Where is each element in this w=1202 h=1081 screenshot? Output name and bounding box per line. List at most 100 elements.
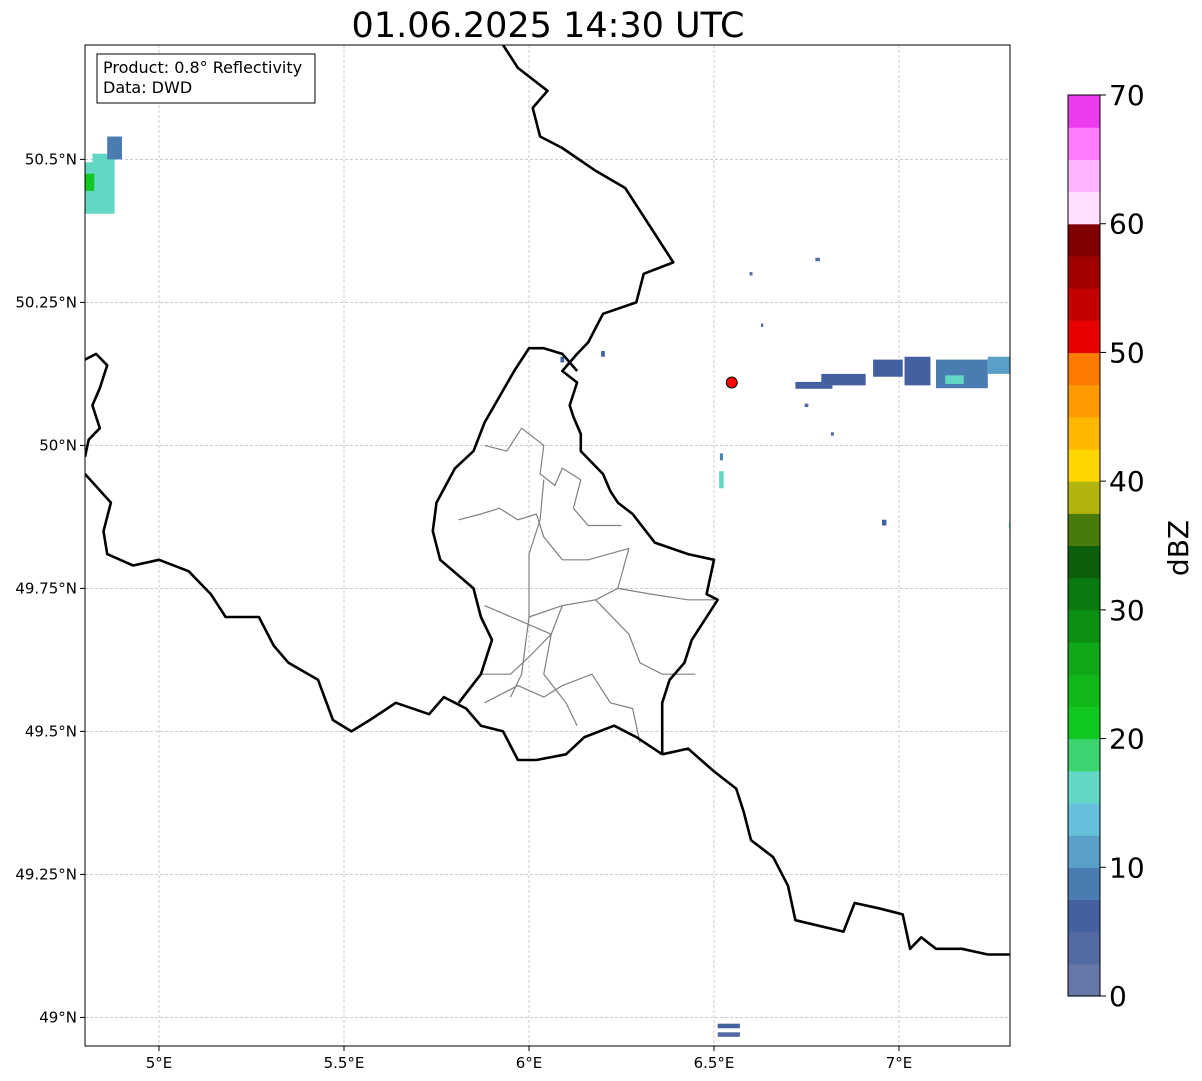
colorbar-frame (1067, 94, 1101, 997)
colorbar-segment (1068, 899, 1100, 933)
y-tick-label: 49.5°N (25, 722, 77, 740)
colorbar-tick-label: 10 (1109, 851, 1145, 884)
product-label: Product: 0.8° Reflectivity (103, 58, 302, 77)
y-tick-label: 49.75°N (15, 579, 77, 597)
y-tick-label: 50.5°N (25, 150, 77, 168)
radar-echo (1008, 522, 1010, 529)
radar-echo (795, 381, 833, 389)
colorbar-segment (1068, 448, 1100, 482)
canton-borders (458, 427, 714, 743)
colorbar-segment (1068, 738, 1100, 772)
data-source-label: Data: DWD (103, 78, 192, 97)
radar-echo (560, 356, 565, 363)
radar-echo (830, 432, 834, 436)
radar-echo (821, 373, 866, 386)
radar-echo (749, 272, 753, 276)
colorbar-segment (1068, 127, 1100, 160)
colorbar-tick-label: 40 (1109, 465, 1145, 498)
canton-border (484, 427, 582, 487)
canton-border (572, 479, 622, 527)
colorbar-segment (1068, 706, 1100, 740)
canton-border (543, 634, 578, 726)
radar-site-marker[interactable] (725, 376, 738, 389)
country-border (431, 346, 579, 704)
x-tick-label: 7°E (886, 1054, 913, 1072)
colorbar-segment (1068, 867, 1100, 901)
info-box-frame (96, 53, 316, 104)
colorbar-tick-label: 0 (1109, 980, 1127, 1013)
country-border (85, 352, 109, 458)
colorbar-segment (1068, 513, 1100, 547)
radar-echo (936, 359, 988, 389)
radar-echo (719, 453, 723, 461)
colorbar-segment (1068, 191, 1100, 225)
colorbar-ticks: 0 10 20 30 40 50 60 70 (1100, 79, 1145, 1013)
colorbar-segment (1068, 931, 1100, 965)
country-border (502, 45, 720, 755)
colorbar-segment (1068, 320, 1100, 354)
radar-echo (717, 1023, 740, 1029)
y-tick-label: 50°N (39, 436, 77, 454)
map-panel[interactable] (78, 44, 1012, 1047)
x-tick-label: 6.5°E (694, 1054, 735, 1072)
colorbar-tick-label: 50 (1109, 336, 1145, 369)
radar-echo (601, 351, 605, 357)
reflectivity-layer (85, 136, 1010, 1037)
colorbar-segment (1068, 770, 1100, 804)
figure-title: 01.06.2025 14:30 UTC (352, 6, 745, 46)
colorbar-segment (1068, 609, 1100, 643)
info-box: Product: 0.8° Reflectivity Data: DWD (96, 53, 316, 104)
radar-echo (760, 323, 764, 327)
colorbar-tick-label: 30 (1109, 594, 1145, 627)
colorbar-segment (1068, 642, 1100, 675)
x-tick-label: 5.5°E (324, 1054, 365, 1072)
x-axis-ticks: 5°E 5.5°E 6°E 6.5°E 7°E (146, 1046, 913, 1072)
colorbar-segment (1068, 352, 1100, 386)
colorbar-segment (1068, 416, 1100, 450)
y-tick-label: 49.25°N (15, 865, 77, 883)
colorbar-tick-label: 70 (1109, 79, 1145, 112)
map-frame (84, 44, 1011, 1047)
radar-echo (85, 173, 95, 191)
colorbar-tick-label: 60 (1109, 208, 1145, 241)
y-tick-label: 50.25°N (15, 293, 77, 311)
radar-echo (945, 375, 964, 384)
colorbar-segment (1068, 95, 1100, 128)
radar-echo (987, 356, 1010, 374)
radar-site-layer (725, 376, 738, 389)
radar-echo (719, 471, 724, 489)
radar-echo (717, 1032, 740, 1037)
radar-echo (804, 403, 809, 408)
radar-echo (904, 356, 931, 386)
colorbar-segment (1068, 674, 1100, 707)
country-borders (85, 45, 1010, 956)
y-tick-label: 49°N (39, 1008, 77, 1026)
colorbar-segment (1068, 384, 1100, 418)
graticule (85, 45, 1010, 1046)
x-tick-label: 5°E (146, 1054, 173, 1072)
colorbar-segment (1068, 963, 1100, 997)
colorbar-segment (1068, 545, 1100, 579)
canton-border (617, 587, 714, 601)
colorbar-segment (1068, 255, 1100, 289)
colorbar-segment (1068, 835, 1100, 868)
colorbar-segment (1068, 577, 1100, 611)
colorbar-label: dBZ (1162, 520, 1195, 576)
colorbar-segment (1068, 223, 1100, 257)
canton-border (509, 479, 545, 698)
colorbar (1067, 94, 1101, 997)
radar-echo (815, 257, 820, 262)
x-tick-label: 6°E (516, 1054, 543, 1072)
canton-border (484, 673, 641, 743)
radar-echo (107, 136, 122, 160)
country-border (85, 473, 663, 762)
colorbar-segment (1068, 288, 1100, 321)
colorbar-segment (1068, 802, 1100, 836)
colorbar-segment (1068, 159, 1100, 193)
colorbar-segment (1068, 481, 1100, 514)
canton-border (480, 633, 552, 675)
radar-echo (881, 519, 887, 526)
y-axis-ticks: 49°N 49.25°N 49.5°N 49.75°N 50°N 50.25°N 50.5°… (15, 150, 85, 1026)
radar-echo (873, 359, 903, 377)
